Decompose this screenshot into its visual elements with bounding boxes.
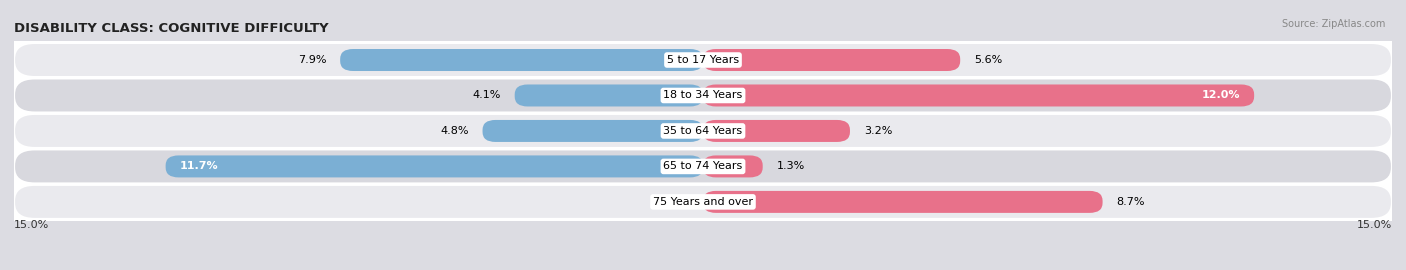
FancyBboxPatch shape bbox=[703, 120, 851, 142]
FancyBboxPatch shape bbox=[14, 149, 1392, 183]
Text: 18 to 34 Years: 18 to 34 Years bbox=[664, 90, 742, 100]
Text: 7.9%: 7.9% bbox=[298, 55, 326, 65]
FancyBboxPatch shape bbox=[515, 85, 703, 106]
Text: 5.6%: 5.6% bbox=[974, 55, 1002, 65]
FancyBboxPatch shape bbox=[14, 43, 1392, 77]
Text: DISABILITY CLASS: COGNITIVE DIFFICULTY: DISABILITY CLASS: COGNITIVE DIFFICULTY bbox=[14, 22, 329, 35]
FancyBboxPatch shape bbox=[14, 79, 1392, 113]
Text: 4.1%: 4.1% bbox=[472, 90, 501, 100]
Text: Source: ZipAtlas.com: Source: ZipAtlas.com bbox=[1281, 19, 1385, 29]
FancyBboxPatch shape bbox=[14, 185, 1392, 219]
Text: 0.0%: 0.0% bbox=[661, 197, 689, 207]
Text: 35 to 64 Years: 35 to 64 Years bbox=[664, 126, 742, 136]
Text: 4.8%: 4.8% bbox=[440, 126, 468, 136]
Text: 11.7%: 11.7% bbox=[180, 161, 218, 171]
FancyBboxPatch shape bbox=[703, 191, 1102, 213]
FancyBboxPatch shape bbox=[703, 85, 1254, 106]
FancyBboxPatch shape bbox=[703, 156, 762, 177]
Text: 15.0%: 15.0% bbox=[1357, 220, 1392, 230]
Text: 15.0%: 15.0% bbox=[14, 220, 49, 230]
FancyBboxPatch shape bbox=[482, 120, 703, 142]
Text: 8.7%: 8.7% bbox=[1116, 197, 1144, 207]
Text: 12.0%: 12.0% bbox=[1202, 90, 1240, 100]
Text: 5 to 17 Years: 5 to 17 Years bbox=[666, 55, 740, 65]
Text: 75 Years and over: 75 Years and over bbox=[652, 197, 754, 207]
FancyBboxPatch shape bbox=[14, 114, 1392, 148]
Text: 1.3%: 1.3% bbox=[776, 161, 804, 171]
FancyBboxPatch shape bbox=[340, 49, 703, 71]
FancyBboxPatch shape bbox=[166, 156, 703, 177]
Text: 65 to 74 Years: 65 to 74 Years bbox=[664, 161, 742, 171]
Text: 3.2%: 3.2% bbox=[863, 126, 893, 136]
FancyBboxPatch shape bbox=[703, 49, 960, 71]
